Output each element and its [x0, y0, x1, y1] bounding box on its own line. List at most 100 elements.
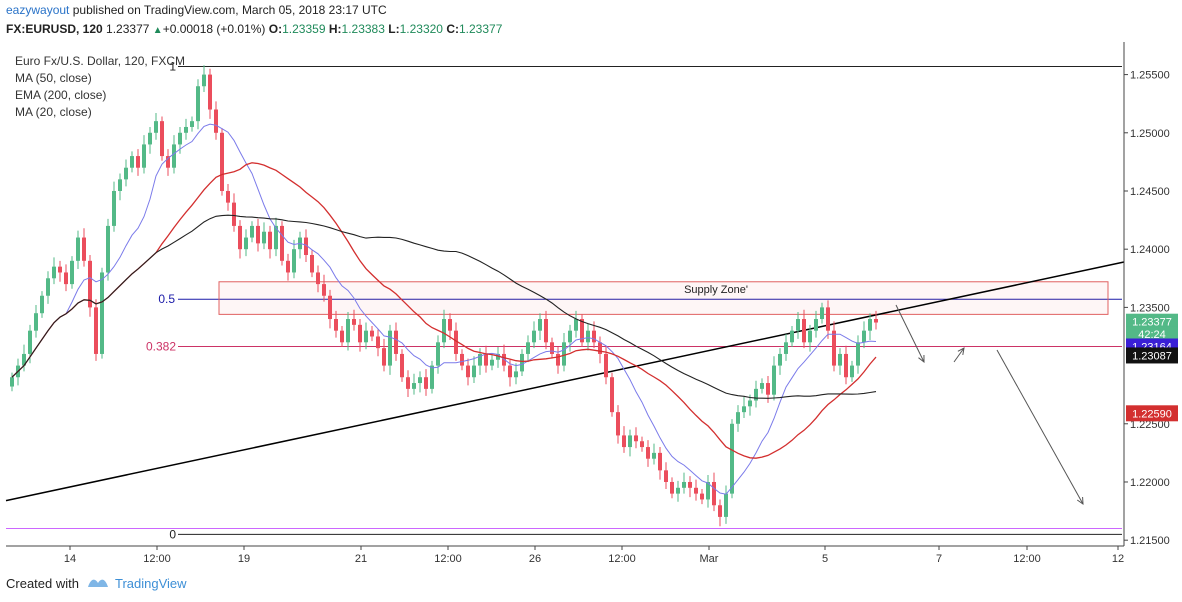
candle[interactable]: [652, 443, 656, 465]
candle[interactable]: [88, 255, 92, 317]
candle[interactable]: [526, 335, 530, 363]
candle[interactable]: [442, 309, 446, 349]
candle[interactable]: [868, 313, 872, 340]
candle[interactable]: [232, 193, 236, 232]
author-link[interactable]: eazywayout: [6, 3, 70, 17]
candle[interactable]: [544, 310, 548, 350]
candle[interactable]: [796, 312, 800, 339]
candle[interactable]: [268, 225, 272, 259]
candle[interactable]: [142, 135, 146, 174]
candle[interactable]: [274, 217, 278, 257]
candle[interactable]: [790, 326, 794, 347]
candle[interactable]: [166, 149, 170, 176]
candle[interactable]: [634, 427, 638, 449]
candle[interactable]: [718, 499, 722, 527]
candle[interactable]: [490, 355, 494, 371]
candle[interactable]: [688, 476, 692, 498]
candle[interactable]: [208, 68, 212, 119]
candle[interactable]: [724, 485, 728, 524]
candle[interactable]: [328, 289, 332, 329]
candle[interactable]: [730, 419, 734, 499]
candle[interactable]: [70, 256, 74, 289]
candle[interactable]: [400, 349, 404, 382]
candle[interactable]: [196, 79, 200, 130]
candle[interactable]: [34, 305, 38, 338]
candle[interactable]: [574, 310, 578, 338]
candle[interactable]: [388, 324, 392, 375]
candle[interactable]: [46, 271, 50, 304]
candle[interactable]: [40, 291, 44, 318]
candle[interactable]: [370, 326, 374, 342]
candle[interactable]: [280, 221, 284, 266]
candle[interactable]: [436, 335, 440, 374]
candle[interactable]: [874, 310, 878, 330]
candle[interactable]: [184, 118, 188, 140]
candle[interactable]: [736, 405, 740, 432]
candle[interactable]: [754, 380, 758, 408]
candle[interactable]: [124, 159, 128, 187]
candle[interactable]: [448, 313, 452, 340]
candle[interactable]: [322, 274, 326, 302]
candle[interactable]: [538, 313, 542, 340]
candle[interactable]: [112, 181, 116, 232]
candle[interactable]: [682, 472, 686, 494]
candle[interactable]: [358, 319, 362, 352]
candle[interactable]: [106, 218, 110, 281]
candle[interactable]: [148, 126, 152, 154]
candle[interactable]: [364, 322, 368, 350]
candle[interactable]: [382, 338, 386, 372]
candle[interactable]: [412, 373, 416, 395]
candle[interactable]: [238, 220, 242, 259]
candle[interactable]: [22, 344, 26, 372]
candle[interactable]: [58, 260, 62, 282]
price-axis[interactable]: 1.25500 1.25000 1.24500 1.24000 1.23500 1.225…: [1123, 42, 1178, 547]
candle[interactable]: [334, 310, 338, 338]
candle[interactable]: [556, 346, 560, 374]
candle[interactable]: [376, 329, 380, 357]
candle[interactable]: [850, 360, 854, 382]
candle[interactable]: [10, 372, 14, 392]
candle[interactable]: [844, 345, 848, 385]
candle[interactable]: [568, 324, 572, 352]
candle[interactable]: [190, 116, 194, 132]
candle[interactable]: [346, 312, 350, 351]
candle[interactable]: [214, 101, 218, 140]
candle[interactable]: [316, 265, 320, 293]
candle[interactable]: [826, 300, 830, 339]
candle[interactable]: [784, 334, 788, 361]
candle[interactable]: [160, 116, 164, 161]
tradingview-link[interactable]: TradingView: [114, 576, 187, 591]
candle[interactable]: [286, 253, 290, 281]
candle[interactable]: [466, 358, 470, 386]
candle[interactable]: [664, 462, 668, 489]
candle[interactable]: [562, 332, 566, 372]
candle[interactable]: [82, 228, 86, 267]
candle[interactable]: [520, 349, 524, 377]
candle[interactable]: [712, 472, 716, 512]
candle[interactable]: [772, 356, 776, 401]
candle[interactable]: [748, 394, 752, 416]
candle[interactable]: [514, 363, 518, 385]
candle[interactable]: [154, 113, 158, 140]
candle[interactable]: [118, 173, 122, 201]
candle[interactable]: [340, 326, 344, 347]
candle[interactable]: [820, 302, 824, 324]
candle[interactable]: [64, 264, 68, 292]
candle[interactable]: [226, 184, 230, 211]
candle[interactable]: [94, 299, 98, 361]
candle[interactable]: [496, 346, 500, 368]
candle[interactable]: [352, 309, 356, 331]
candle[interactable]: [580, 314, 584, 347]
candle[interactable]: [454, 322, 458, 361]
candle[interactable]: [406, 370, 410, 398]
candle-series[interactable]: [10, 65, 878, 527]
candle[interactable]: [670, 477, 674, 499]
candle[interactable]: [100, 267, 104, 359]
candle[interactable]: [586, 323, 590, 351]
candle[interactable]: [292, 239, 296, 279]
candle[interactable]: [430, 360, 434, 394]
candle[interactable]: [778, 348, 782, 375]
candle[interactable]: [244, 229, 248, 257]
candle[interactable]: [610, 372, 614, 417]
candle[interactable]: [694, 479, 698, 501]
